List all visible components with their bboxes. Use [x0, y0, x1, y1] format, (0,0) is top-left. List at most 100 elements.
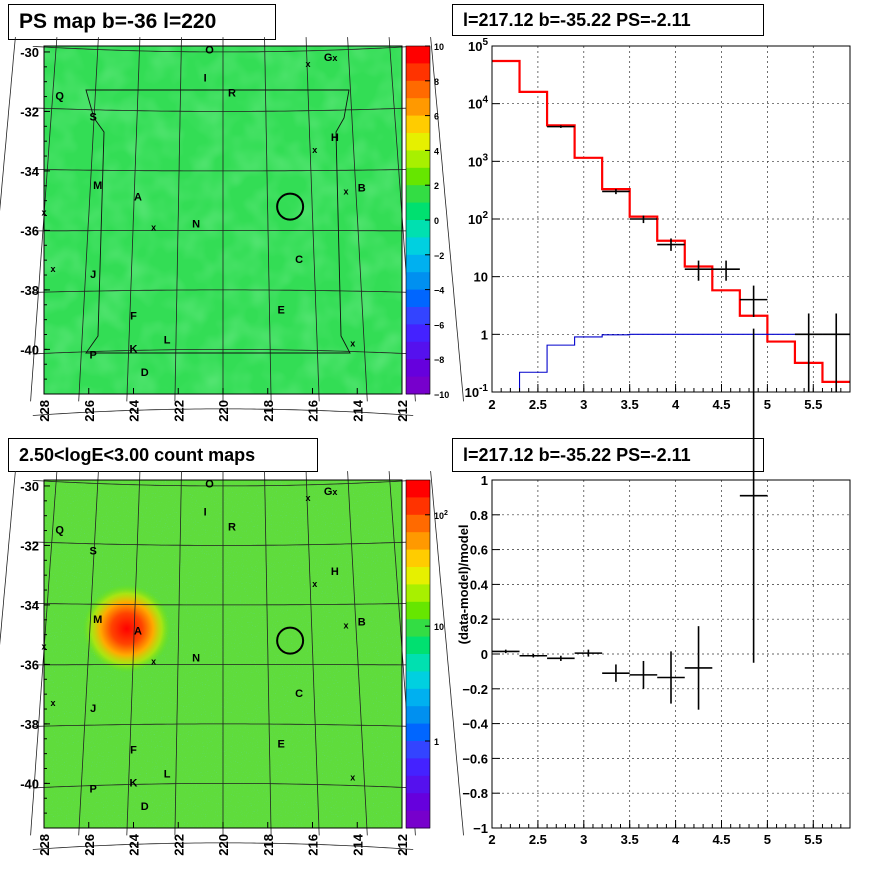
x-tick-label: 214 — [350, 833, 365, 855]
x-tick-label: 214 — [350, 399, 365, 421]
x-tick-label: 222 — [171, 400, 186, 422]
meridian-line — [30, 37, 58, 402]
parallel-line — [32, 541, 414, 546]
y-tick-label: -38 — [20, 717, 39, 732]
y-tick-label: −0.6 — [462, 751, 488, 766]
colorbar-segment — [406, 272, 430, 291]
colorbar-frame — [405, 45, 431, 395]
colorbar-segment — [406, 688, 430, 707]
colorbar-tick-label: −10 — [434, 390, 449, 400]
x-tick-label: 220 — [216, 400, 231, 422]
colorbar-segment — [406, 567, 430, 585]
source-label-l: L — [164, 334, 171, 346]
meridian-line — [126, 471, 141, 836]
meridian-line — [305, 471, 320, 836]
source-label-j: J — [90, 703, 96, 715]
colorbar-segment — [406, 549, 430, 568]
x-marker: x — [344, 187, 349, 197]
x-marker: x — [332, 53, 337, 63]
colorbar-tick-label: −6 — [434, 320, 444, 330]
background-step-line — [492, 333, 850, 393]
y-tick-label: 0.6 — [470, 543, 488, 558]
parallel-line — [32, 349, 414, 355]
colorbar-segment — [406, 671, 430, 690]
x-tick-label: 212 — [395, 400, 410, 422]
y-tick-label: 1 — [481, 327, 488, 342]
x-marker: x — [151, 222, 156, 232]
source-label-j: J — [90, 269, 96, 281]
source-label-f: F — [130, 311, 137, 323]
y-tick-label: -38 — [20, 283, 39, 298]
x-tick-label: 5 — [764, 397, 771, 412]
x-marker: x — [312, 579, 317, 589]
parallel-line — [32, 842, 414, 850]
x-tick-label: 4 — [672, 832, 680, 847]
x-tick-label: 5.5 — [804, 832, 822, 847]
y-tick-label: 105 — [468, 37, 488, 54]
parallel-line — [32, 408, 414, 416]
model-step-line — [492, 59, 850, 383]
colorbar-tick-label: 102 — [434, 510, 448, 521]
x-tick-label: 4.5 — [712, 832, 730, 847]
colorbar-segment — [406, 601, 430, 620]
y-tick-label: 0 — [481, 647, 488, 662]
colorbar-segment — [406, 289, 430, 308]
x-tick-label: 3 — [580, 832, 587, 847]
parallel-line — [32, 783, 414, 789]
x-marker: x — [41, 208, 46, 218]
roi-outline — [85, 89, 351, 354]
x-tick-label: 226 — [82, 834, 97, 856]
x-marker: x — [350, 338, 355, 348]
meridian-line — [0, 37, 16, 212]
y-tick-label: 103 — [468, 152, 488, 169]
colorbar-segment — [406, 150, 430, 169]
source-label-q: Q — [55, 91, 64, 103]
parallel-line — [32, 107, 414, 112]
source-label-g: G — [324, 486, 333, 498]
source-label-k: K — [130, 777, 138, 789]
colorbar-segment — [406, 532, 430, 551]
x-tick-label: 228 — [37, 400, 52, 422]
y-tick-label: -40 — [20, 342, 39, 357]
meridian-line — [78, 471, 99, 836]
source-label-s: S — [90, 545, 97, 557]
source-label-f: F — [130, 745, 137, 757]
colorbar-segment — [406, 706, 430, 725]
source-label-p: P — [90, 783, 97, 795]
source-label-h: H — [331, 566, 339, 578]
source-label-d: D — [141, 367, 149, 379]
y-tick-label: 0.4 — [470, 577, 489, 592]
colorbar-segment — [406, 514, 430, 533]
source-label-k: K — [130, 343, 138, 355]
x-tick-label: 3.5 — [621, 397, 639, 412]
colorbar-segment — [406, 185, 430, 204]
x-marker: x — [306, 493, 311, 503]
spectrum-title: l=217.12 b=-35.22 PS=-2.11 — [452, 4, 764, 36]
colorbar-segment — [406, 723, 430, 742]
source-label-r: R — [228, 88, 236, 100]
parallel-line — [32, 46, 414, 53]
meridian-line — [30, 471, 58, 836]
x-marker: x — [151, 656, 156, 666]
colorbar-segment — [406, 584, 430, 603]
colorbar-segment — [406, 115, 430, 134]
x-tick-label: 2.5 — [529, 832, 547, 847]
x-marker: x — [50, 698, 55, 708]
x-marker: x — [306, 59, 311, 69]
y-tick-label: −0.4 — [462, 717, 488, 732]
colorbar-segment — [406, 810, 430, 829]
source-label-a: A — [134, 192, 142, 204]
colorbar-tick-label: 10 — [434, 622, 444, 632]
y-tick-label: -30 — [20, 45, 39, 60]
colorbar-segment — [406, 758, 430, 777]
y-tick-label: -32 — [20, 538, 39, 553]
y-tick-label: -34 — [20, 598, 40, 613]
y-tick-label: -40 — [20, 776, 39, 791]
x-tick-label: 222 — [171, 834, 186, 856]
meridian-line — [305, 37, 320, 402]
meridian-line — [78, 37, 99, 402]
colorbar-segment — [406, 98, 430, 117]
count-map-speckle — [44, 480, 402, 828]
ps-map-mottle — [44, 46, 402, 394]
